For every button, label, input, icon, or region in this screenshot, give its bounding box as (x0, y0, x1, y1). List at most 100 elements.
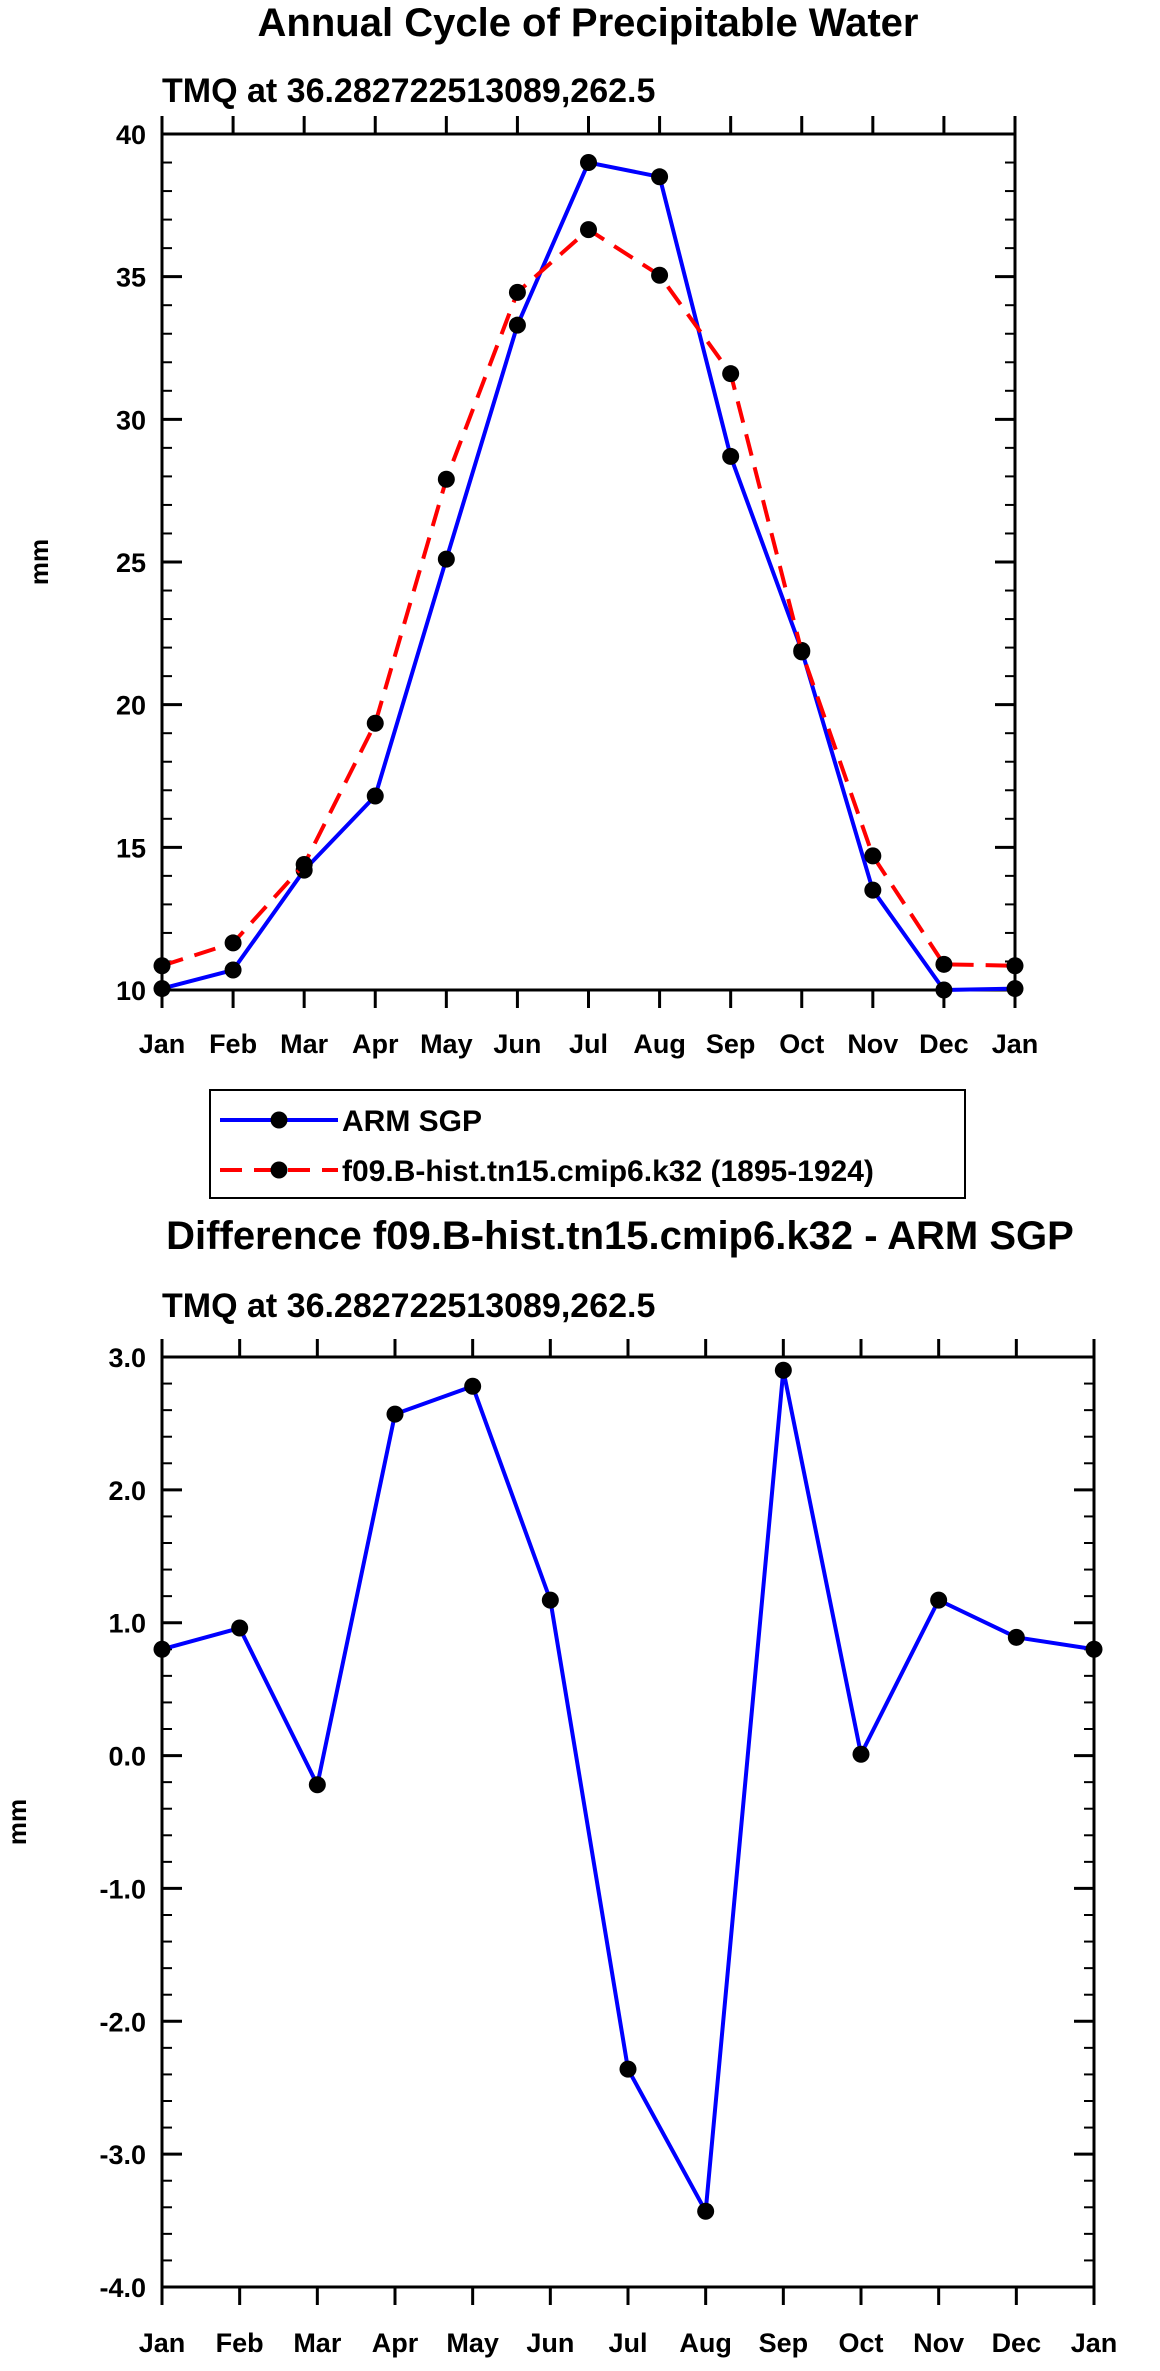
data-point (580, 154, 597, 172)
series-line (161, 160, 1016, 992)
plot-frame (160, 132, 1017, 992)
data-point (1085, 1640, 1103, 1658)
data-point (437, 550, 455, 568)
data-point (1006, 957, 1024, 975)
chart-title: Difference f09.B-hist.tn15.cmip6.k32 - A… (166, 1214, 1074, 1258)
chart-title: Annual Cycle of Precipitable Water (258, 1, 919, 45)
x-tick-label: Nov (913, 2328, 964, 2358)
data-point (930, 1591, 948, 1609)
data-point (793, 643, 811, 661)
data-point (722, 365, 740, 383)
y-tick-label: -3.0 (99, 2140, 146, 2170)
data-point (153, 957, 171, 975)
data-point (464, 1377, 482, 1395)
y-tick-label: 15 (116, 833, 146, 863)
series-1 (153, 1361, 1103, 2220)
y-tick-label: 35 (116, 263, 146, 293)
data-point (619, 2060, 637, 2078)
data-point (1007, 1628, 1025, 1646)
x-tick-label: May (446, 2328, 499, 2358)
y-tick-label: 25 (116, 548, 146, 578)
y-axis: 10 15 20 25 30 35 40 (116, 120, 1015, 1006)
data-point (722, 447, 740, 465)
x-tick-label: Apr (372, 2328, 419, 2358)
data-point (864, 847, 882, 865)
data-point (774, 1361, 792, 1379)
x-tick-label: Mar (280, 1029, 329, 1059)
y-tick-label: 30 (116, 405, 146, 435)
x-tick-label: Mar (293, 2328, 342, 2358)
y-tick-label: 0.0 (108, 1742, 146, 1772)
x-tick-label: Oct (779, 1029, 824, 1059)
legend-entry: f09.B-hist.tn15.cmip6.k32 (1895-1924) (342, 1155, 874, 1188)
y-tick-label: 2.0 (108, 1476, 146, 1506)
data-point (386, 1405, 404, 1423)
legend: ARM SGP f09.B-hist.tn15.cmip6.k32 (1895-1… (209, 1089, 966, 1199)
y-tick-label: 20 (116, 691, 146, 721)
data-point (366, 714, 384, 732)
x-tick-label: Jul (608, 2328, 647, 2358)
y-tick-label: 40 (116, 120, 146, 150)
series-1 (153, 154, 1024, 999)
data-point (935, 955, 953, 973)
y-tick-label: 10 (116, 976, 146, 1006)
y-tick-label: -2.0 (99, 2007, 146, 2037)
x-tick-label: Dec (919, 1029, 969, 1059)
x-tick-label: Oct (838, 2328, 883, 2358)
x-tick-label: Jan (139, 2328, 186, 2358)
data-point (224, 934, 242, 952)
chart-subtitle: TMQ at 36.282722513089,262.5 (162, 72, 655, 110)
data-point (697, 2202, 715, 2220)
x-axis: Jan Feb Mar Apr May Jun Jul Aug Sep Oct Nov Dec Jan (139, 116, 1039, 1059)
data-point (651, 168, 669, 186)
chart-panel-1: Annual Cycle of Precipitable Water TMQ at… (24, 1, 1039, 1199)
data-point (508, 316, 526, 334)
legend-entry: ARM SGP (342, 1105, 482, 1138)
x-tick-label: Aug (633, 1029, 685, 1059)
x-axis: Jan Feb Mar Apr May Jun Jul Aug Sep Oct Nov Dec Jan (139, 1339, 1118, 2358)
x-tick-label: Jun (493, 1029, 541, 1059)
x-tick-label: Jul (569, 1029, 608, 1059)
data-point (231, 1619, 249, 1637)
x-tick-label: Jan (139, 1029, 186, 1059)
data-point (366, 787, 384, 805)
x-tick-label: Aug (679, 2328, 731, 2358)
x-tick-label: Feb (209, 1029, 257, 1059)
y-axis-label: mm (2, 1799, 32, 1845)
data-point (508, 283, 526, 301)
x-tick-label: Feb (216, 2328, 264, 2358)
legend-marker (270, 1161, 288, 1179)
data-point (1006, 980, 1024, 998)
y-tick-label: 3.0 (108, 1343, 146, 1373)
y-tick-label: -4.0 (99, 2273, 146, 2303)
x-tick-label: Nov (847, 1029, 898, 1059)
data-point (935, 981, 953, 999)
data-point (864, 881, 882, 899)
chart-subtitle: TMQ at 36.282722513089,262.5 (162, 1287, 655, 1325)
x-tick-label: Jan (992, 1029, 1039, 1059)
data-point (295, 855, 313, 873)
data-point (651, 266, 669, 284)
x-tick-label: Sep (759, 2328, 809, 2358)
data-point (852, 1745, 870, 1763)
x-tick-label: May (420, 1029, 473, 1059)
y-axis: -4.0 -3.0 -2.0 -1.0 0.0 1.0 2.0 3.0 (99, 1343, 1094, 2303)
data-point (308, 1776, 326, 1794)
y-tick-label: -1.0 (99, 1874, 146, 1904)
data-point (224, 961, 242, 979)
y-axis-label: mm (24, 539, 54, 585)
x-tick-label: Jan (1071, 2328, 1118, 2358)
data-point (153, 980, 171, 998)
x-tick-label: Apr (352, 1029, 399, 1059)
x-tick-label: Dec (992, 2328, 1042, 2358)
data-point (437, 470, 455, 488)
chart-panel-2: Difference f09.B-hist.tn15.cmip6.k32 - A… (2, 1214, 1117, 2358)
x-tick-label: Sep (706, 1029, 756, 1059)
series-line (161, 227, 1016, 968)
data-point (541, 1591, 559, 1609)
plot-frame (160, 1355, 1096, 2289)
data-point (580, 221, 597, 239)
series-line (161, 1368, 1095, 2214)
legend-marker (270, 1111, 288, 1129)
